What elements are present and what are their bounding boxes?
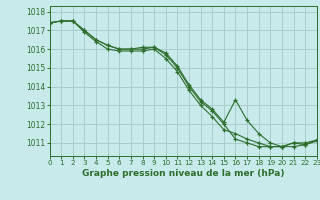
X-axis label: Graphe pression niveau de la mer (hPa): Graphe pression niveau de la mer (hPa)	[82, 169, 284, 178]
